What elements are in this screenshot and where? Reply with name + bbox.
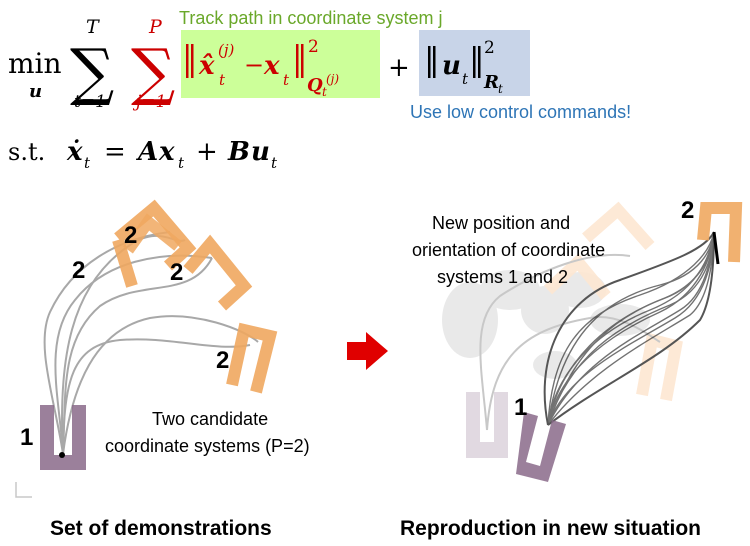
sum-t-symbol: ∑: [70, 35, 114, 108]
caption-left: Set of demonstrations: [50, 517, 272, 540]
x-subscript: t: [283, 71, 290, 89]
frame2-label-c: 2: [170, 259, 183, 286]
q-superscript: (j): [326, 72, 339, 86]
sum-t-lower: t=1: [74, 92, 106, 112]
tracking-term-box: [181, 30, 380, 98]
frame1-left-label: 1: [20, 424, 33, 451]
sum-j-symbol: ∑: [131, 35, 175, 108]
tracking-term: x̂ (j) t − x t 2 Q t (j): [186, 37, 339, 99]
objective-equation: min u T ∑ t=1 P ∑ j=1 x̂ (j) t − x t 2 Q…: [8, 8, 631, 172]
matrix-b: B: [227, 137, 250, 167]
low-control-note: Use low control commands!: [410, 102, 631, 122]
xhat-subscript: t: [219, 71, 226, 89]
equals-sign: =: [104, 137, 126, 167]
frame1-right-shape: [516, 412, 566, 482]
two-candidate-line2: coordinate systems (P=2): [105, 436, 310, 456]
x-symbol: x: [263, 51, 280, 81]
u-power: 2: [484, 38, 495, 58]
frame2-label-b: 2: [124, 222, 137, 249]
r-subscript: t: [498, 82, 503, 96]
min-variable: u: [29, 81, 42, 102]
plus-sign: +: [388, 53, 410, 83]
demo-start-point: [59, 452, 65, 458]
state-x-subscript: t: [178, 154, 185, 172]
frame2-label-d: 2: [216, 347, 229, 374]
reproduction-outer-trajectories: [543, 231, 715, 426]
xdot-symbol: ẋ: [66, 137, 83, 167]
axes-glyph: [15, 482, 32, 498]
sum-j-upper: P: [148, 16, 163, 38]
frame1-left-shape: [40, 405, 86, 470]
new-position-line3: systems 1 and 2: [437, 267, 568, 287]
reproduction-panel: 1 2 New position and orientation of coor…: [412, 197, 743, 482]
new-position-line1: New position and: [432, 213, 570, 233]
norm-power: 2: [308, 37, 319, 57]
transition-arrow: [347, 332, 388, 370]
xhat-superscript: (j): [218, 41, 235, 59]
faded-frame2: [543, 201, 683, 402]
frame2-shapes: [112, 199, 278, 394]
frame2-shape-d: [226, 322, 278, 394]
xdot-subscript: t: [84, 154, 91, 172]
control-term: u t 2 R t: [428, 38, 503, 96]
q-subscript: t: [322, 85, 327, 99]
frame2-label-a: 2: [72, 257, 85, 284]
state-x: x: [158, 137, 175, 167]
sum-j-lower: j=1: [132, 92, 166, 112]
caption-right: Reproduction in new situation: [400, 517, 701, 540]
u-subscript: t: [462, 70, 469, 88]
u-symbol: u: [442, 51, 461, 81]
constraint-plus: +: [196, 137, 218, 167]
faded-frame1: [466, 392, 508, 458]
sum-t-upper: T: [86, 16, 100, 38]
frame2-right-label: 2: [681, 197, 694, 224]
q-weight: Q: [307, 75, 323, 96]
control-u: u: [251, 137, 270, 167]
r-weight: R: [483, 72, 499, 93]
two-candidate-line1: Two candidate: [152, 409, 268, 429]
control-u-subscript: t: [271, 154, 278, 172]
frame1-right-label: 1: [514, 394, 527, 421]
frame2-right-shape: [697, 202, 743, 263]
new-position-line2: orientation of coordinate: [412, 240, 605, 260]
faded-trajectories: [479, 254, 661, 431]
matrix-a: A: [135, 137, 158, 167]
constraint-equation: s.t. ẋ t = A x t + B u t: [8, 137, 278, 172]
min-operator: min: [8, 47, 62, 80]
demonstrations-panel: 1 2 2 2 2 Two candidate coordinate syste…: [15, 199, 310, 498]
minus-sign: −: [244, 51, 264, 79]
track-path-note: Track path in coordinate system j: [179, 8, 442, 28]
frame2-shape-b: [112, 238, 138, 288]
frame2-shape-c: [183, 234, 253, 311]
reproduction-trajectories: [547, 231, 715, 426]
xhat-symbol: x̂: [198, 51, 215, 81]
reproduction-end-segment: [712, 231, 720, 265]
st-label: s.t.: [8, 138, 45, 166]
frame2-shape-a: [114, 199, 197, 271]
frame2-shape-e: [123, 213, 182, 254]
